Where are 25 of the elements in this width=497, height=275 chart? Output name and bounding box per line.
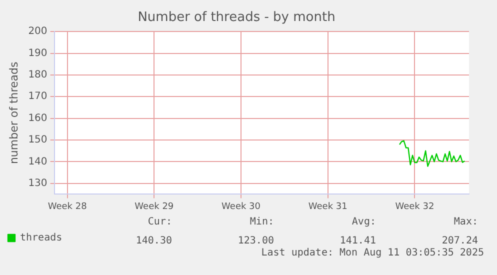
y-tick-label: 160 — [28, 112, 48, 124]
x-tick-label: Week 29 — [134, 202, 174, 212]
y-tick-label: 200 — [28, 26, 48, 38]
y-tick-label: 180 — [28, 70, 48, 81]
chart-title: Number of threads - by month — [138, 10, 336, 26]
y-tick-label: 140 — [28, 156, 48, 168]
text: Avg: — [352, 216, 376, 228]
y-tick-label: 170 — [28, 91, 48, 102]
y-tick-label: 190 — [28, 48, 48, 59]
text: Last update: Mon Aug 11 03:05:35 2025 — [261, 248, 484, 259]
text: Max: — [454, 216, 478, 228]
text: 140.30 — [136, 236, 172, 247]
x-tick-label: Week 31 — [308, 202, 348, 212]
x-tick-label: Week 32 — [395, 202, 434, 212]
y-tick-label: 150 — [28, 134, 48, 146]
y-tick-label: 130 — [28, 178, 48, 189]
text: Cur: — [148, 216, 172, 228]
legend-label: threads — [20, 232, 62, 244]
text: 141.41 — [340, 236, 376, 247]
text: 207.24 — [442, 236, 478, 247]
x-tick-label: Week 28 — [48, 202, 88, 212]
text: Min: — [250, 216, 274, 228]
x-tick-label: Week 30 — [222, 202, 261, 212]
y-axis-title: number of threads — [7, 61, 20, 164]
text: 123.00 — [238, 236, 274, 247]
